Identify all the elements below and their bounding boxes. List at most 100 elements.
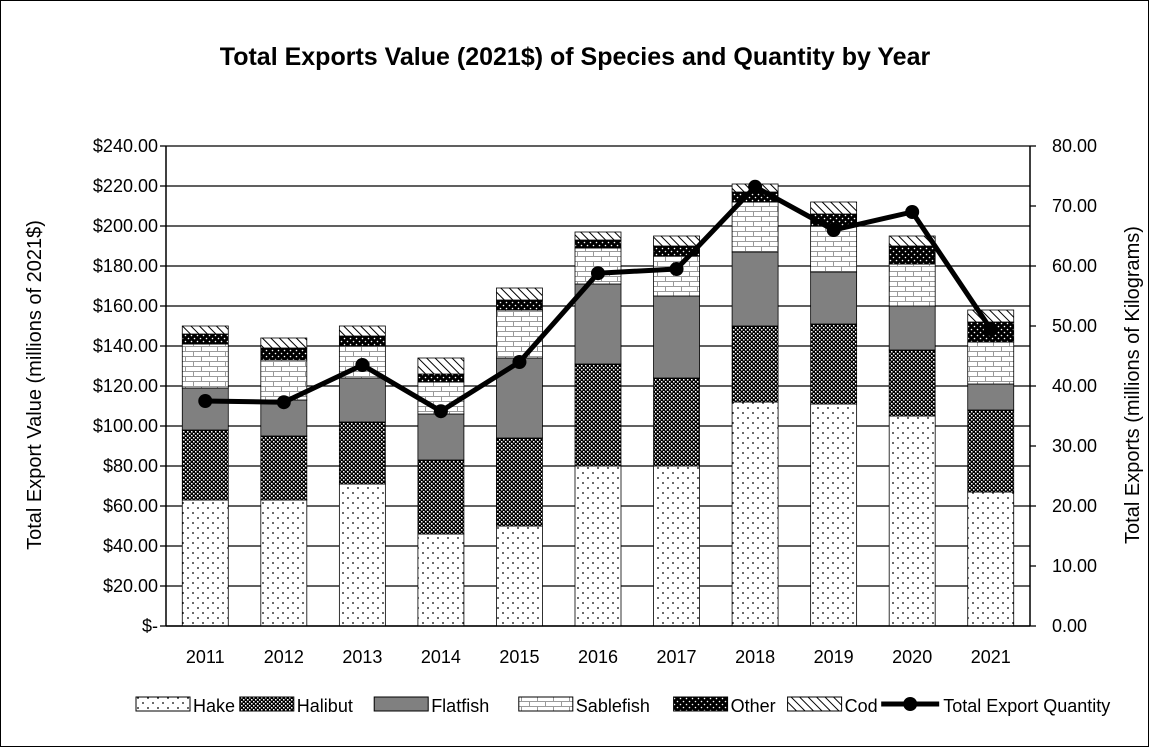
bar-sablefish-2020 — [888, 263, 936, 307]
bar-hake-2020 — [888, 415, 936, 627]
bar-halibut-2015 — [496, 437, 543, 527]
bar-hake-2012 — [260, 499, 308, 627]
y-left-tick-label: $140.00 — [93, 336, 158, 356]
y-right-tick-label: 0.00 — [1052, 616, 1087, 636]
bar-flatfish-2011 — [181, 387, 229, 431]
legend-item-halibut: Halibut — [239, 696, 353, 716]
legend-swatch-flatfish — [373, 696, 429, 712]
bar-flatfish-2016 — [574, 283, 622, 365]
bar-other-2020 — [888, 245, 936, 265]
bar-cod-2015 — [496, 287, 543, 301]
bar-flatfish-2013 — [338, 377, 386, 423]
bar-halibut-2017 — [653, 377, 700, 467]
bar-hake-2013 — [338, 483, 386, 627]
bar-sablefish-2021 — [967, 341, 1015, 385]
quantity-point-2018 — [748, 179, 763, 194]
bar-hake-2018 — [731, 401, 779, 627]
bar-cod-2014 — [417, 357, 465, 375]
bars — [181, 183, 1015, 627]
x-tick-label-2013: 2013 — [342, 647, 382, 667]
bar-halibut-2011 — [181, 429, 229, 501]
quantity-point-2021 — [983, 322, 998, 336]
bar-cod-2011 — [181, 325, 229, 335]
bar-cod-2017 — [653, 235, 700, 247]
bar-halibut-2012 — [260, 435, 308, 501]
chart-title: Total Exports Value (2021$) of Species a… — [220, 43, 931, 71]
y-left-tick-label: $60.00 — [103, 496, 158, 516]
bar-other-2015 — [496, 299, 543, 311]
bar-halibut-2014 — [417, 459, 465, 535]
y-left-tick-label: $160.00 — [93, 296, 158, 316]
bar-cod-2021 — [967, 309, 1015, 323]
legend-label-other: Other — [731, 696, 776, 716]
bar-flatfish-2018 — [731, 251, 779, 327]
legend-item-flatfish: Flatfish — [373, 696, 489, 716]
y-left-tick-label: $240.00 — [93, 136, 158, 156]
legend: Hake Halibut Flatfish Sablefish Other Cod Tota… — [135, 696, 1110, 716]
y-right-tick-label: 70.00 — [1052, 196, 1097, 216]
bar-flatfish-2019 — [810, 271, 858, 325]
quantity-point-2016 — [591, 266, 605, 281]
y-left-tick-label: $120.00 — [93, 376, 158, 396]
legend-swatch-other — [673, 696, 729, 712]
y-axis-right-label: Total Exports (millions of Kilograms) — [1122, 226, 1144, 544]
bar-other-2016 — [574, 239, 622, 249]
quantity-point-2017 — [669, 262, 684, 276]
bar-halibut-2018 — [731, 325, 779, 403]
legend-swatch-hake — [135, 696, 191, 712]
bar-other-2011 — [181, 333, 229, 345]
legend-label-total-export-quantity: Total Export Quantity — [943, 696, 1110, 716]
y-right-tick-label: 50.00 — [1052, 316, 1097, 336]
y-left-tick-label: $180.00 — [93, 256, 158, 276]
x-tick-label-2019: 2019 — [814, 647, 854, 667]
bar-cod-2013 — [338, 325, 386, 337]
bar-sablefish-2015 — [496, 309, 543, 359]
legend-item-other: Other — [673, 696, 776, 716]
bar-halibut-2021 — [967, 409, 1015, 493]
bar-hake-2017 — [653, 465, 700, 627]
bar-halibut-2016 — [574, 363, 622, 467]
quantity-point-2015 — [512, 355, 527, 369]
bar-hake-2019 — [810, 403, 858, 627]
x-tick-label-2016: 2016 — [578, 647, 618, 667]
x-tick-label-2021: 2021 — [971, 647, 1011, 667]
axes — [160, 145, 1036, 627]
legend-swatch-marker — [903, 697, 918, 711]
bar-flatfish-2020 — [888, 305, 936, 351]
y-right-tick-label: 10.00 — [1052, 556, 1097, 576]
legend-label-flatfish: Flatfish — [431, 696, 489, 716]
x-tick-label-2017: 2017 — [657, 647, 697, 667]
bar-halibut-2020 — [888, 349, 936, 417]
bar-sablefish-2011 — [181, 343, 229, 389]
bar-hake-2021 — [967, 491, 1015, 627]
y-right-tick-label: 40.00 — [1052, 376, 1097, 396]
y-axis-left-ticks: $- $20.00 $40.00 $60.00 $80.00 $100.00 $120.00… — [93, 136, 158, 636]
bar-cod-2019 — [810, 201, 858, 215]
x-tick-label-2014: 2014 — [421, 647, 461, 667]
x-tick-label-2015: 2015 — [499, 647, 539, 667]
y-left-tick-label: $100.00 — [93, 416, 158, 436]
quantity-line — [198, 179, 998, 419]
bar-hake-2014 — [417, 533, 465, 627]
y-axis-right-ticks: 0.00 10.00 20.00 30.00 40.00 50.00 60.00 70.00 8… — [1052, 136, 1097, 636]
bar-flatfish-2017 — [653, 295, 700, 379]
bar-cod-2016 — [574, 231, 622, 241]
bar-hake-2016 — [574, 465, 622, 627]
y-right-tick-label: 30.00 — [1052, 436, 1097, 456]
legend-swatch-halibut — [239, 696, 295, 712]
quantity-point-2011 — [198, 394, 213, 408]
bar-other-2013 — [338, 335, 386, 347]
legend-item-cod: Cod — [787, 696, 878, 716]
quantity-point-2012 — [276, 395, 291, 410]
legend-item-sablefish: Sablefish — [518, 696, 650, 716]
quantity-point-2014 — [433, 404, 448, 419]
legend-label-hake: Hake — [193, 696, 235, 716]
bar-flatfish-2012 — [260, 399, 308, 437]
bar-hake-2011 — [181, 499, 229, 627]
y-right-tick-label: 20.00 — [1052, 496, 1097, 516]
quantity-point-2019 — [826, 223, 841, 237]
bar-flatfish-2014 — [417, 413, 465, 461]
y-left-tick-label: $80.00 — [103, 456, 158, 476]
